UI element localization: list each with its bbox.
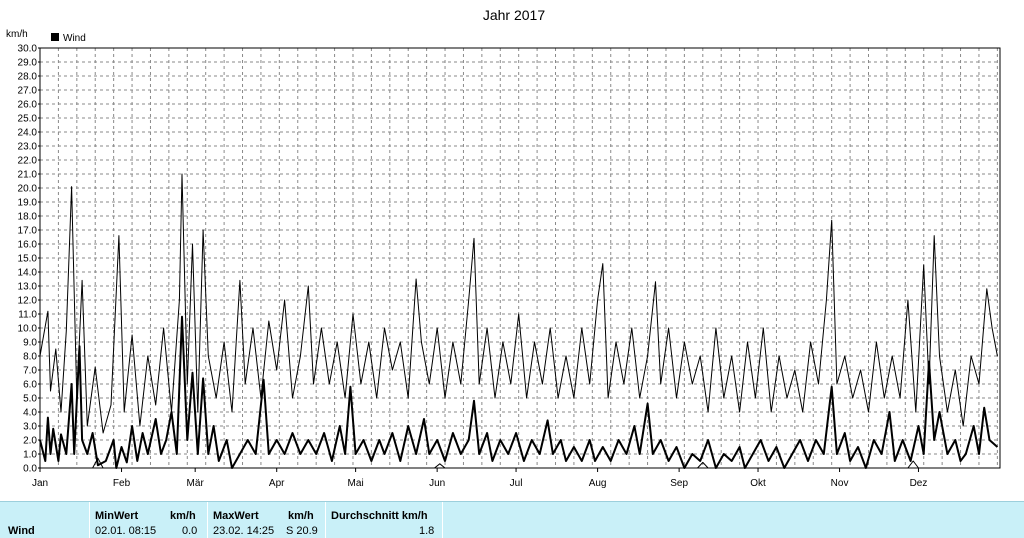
legend-label: Wind xyxy=(63,33,86,44)
series-line-daily-max xyxy=(39,173,998,434)
y-tick-label: 14.0 xyxy=(18,268,38,279)
y-tick-label: 12.0 xyxy=(18,296,38,307)
y-axis-unit: km/h xyxy=(6,29,28,40)
min-header: MinWert xyxy=(95,510,139,522)
y-tick-label: 26.0 xyxy=(18,100,38,111)
y-tick-label: 10.0 xyxy=(18,324,38,335)
y-tick-label: 3.0 xyxy=(23,422,37,433)
y-axis-ticks: 0.0 1.0 2.0 3.0 4.0 5.0 6.0 7.0 8.0 9.0 10.0 11.0 12… xyxy=(18,44,40,475)
y-tick-label: 25.0 xyxy=(18,114,38,125)
y-tick-label: 21.0 xyxy=(18,170,38,181)
avg-value: 1.8 xyxy=(419,525,435,537)
y-tick-label: 15.0 xyxy=(18,254,38,265)
y-tick-label: 2.0 xyxy=(23,436,37,447)
x-tick-label: Mai xyxy=(348,478,364,489)
y-tick-label: 0.0 xyxy=(23,464,37,475)
series-line-daily-mean xyxy=(39,315,999,469)
x-tick-label: Okt xyxy=(750,478,766,489)
min-cell: MinWert km/h 02.01. 08:15 0.0 xyxy=(89,502,203,538)
y-tick-label: 28.0 xyxy=(18,72,38,83)
x-tick-label: Feb xyxy=(113,478,131,489)
min-date: 02.01. 08:15 xyxy=(95,525,157,537)
y-tick-label: 6.0 xyxy=(23,380,37,391)
avg-cell: Durchschnitt km/h 1.8 xyxy=(325,502,443,538)
min-unit: km/h xyxy=(170,510,196,522)
x-tick-label: Apr xyxy=(269,478,285,489)
y-tick-label: 18.0 xyxy=(18,212,38,223)
y-tick-label: 7.0 xyxy=(23,366,37,377)
x-tick-label: Jan xyxy=(32,478,48,489)
y-tick-label: 16.0 xyxy=(18,240,38,251)
grid xyxy=(40,47,1000,469)
y-tick-label: 22.0 xyxy=(18,156,38,167)
y-tick-label: 5.0 xyxy=(23,394,37,405)
max-date: 23.02. 14:25 xyxy=(213,525,275,537)
y-tick-label: 24.0 xyxy=(18,128,38,139)
y-tick-label: 17.0 xyxy=(18,226,38,237)
x-tick-label: Nov xyxy=(831,478,849,489)
y-tick-label: 20.0 xyxy=(18,184,38,195)
x-tick-label: Dez xyxy=(910,478,928,489)
chart-title: Jahr 2017 xyxy=(483,7,545,23)
y-tick-label: 29.0 xyxy=(18,58,38,69)
y-tick-label: 9.0 xyxy=(23,338,37,349)
y-tick-label: 27.0 xyxy=(18,86,38,97)
x-tick-label: Jul xyxy=(510,478,523,489)
y-tick-label: 8.0 xyxy=(23,352,37,363)
y-tick-label: 13.0 xyxy=(18,282,38,293)
y-tick-label: 11.0 xyxy=(18,310,37,321)
y-tick-label: 30.0 xyxy=(18,44,38,55)
y-tick-label: 1.0 xyxy=(23,450,37,461)
x-tick-label: Aug xyxy=(589,478,607,489)
max-value: S 20.9 xyxy=(286,525,318,537)
stats-panel: Wind MinWert km/h 02.01. 08:15 0.0 MaxWe… xyxy=(0,501,1024,538)
stats-row-label: Wind xyxy=(8,525,35,537)
x-tick-label: Sep xyxy=(670,478,688,489)
y-tick-label: 19.0 xyxy=(18,198,38,209)
min-value: 0.0 xyxy=(182,525,198,537)
chart: Jahr 2017 km/h Wind 0.0 1.0 2.0 3.0 4.0 5.0 6.… xyxy=(6,7,1001,489)
max-header: MaxWert xyxy=(213,510,259,522)
y-tick-label: 23.0 xyxy=(18,142,38,153)
x-axis-ticks: Jan Feb Mär Apr Mai Jun Jul Aug Sep Okt Nov Dez xyxy=(32,468,927,489)
y-tick-label: 4.0 xyxy=(23,408,37,419)
max-cell: MaxWert km/h 23.02. 14:25 S 20.9 xyxy=(207,502,321,538)
legend-swatch xyxy=(51,33,59,41)
x-tick-label: Mär xyxy=(187,478,205,489)
x-tick-label: Jun xyxy=(429,478,445,489)
avg-header: Durchschnitt km/h xyxy=(331,510,428,522)
max-unit: km/h xyxy=(288,510,314,522)
